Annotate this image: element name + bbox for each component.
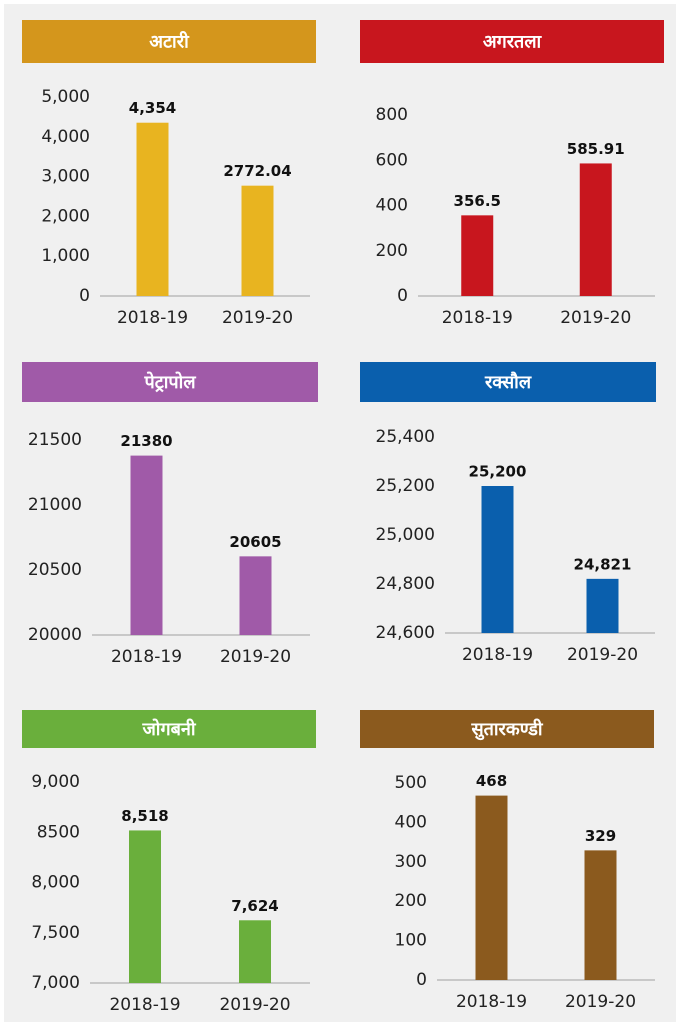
y-tick-label: 1,000 [41, 246, 90, 266]
x-tick-label: 2019-20 [567, 645, 638, 665]
header [22, 362, 318, 402]
chart-title: अटारी [149, 31, 190, 53]
x-tick-label: 2018-19 [117, 308, 188, 328]
bar [461, 215, 494, 296]
y-tick-label: 25,200 [376, 476, 435, 496]
y-tick-label: 500 [395, 773, 427, 793]
y-tick-label: 21500 [28, 430, 82, 450]
y-tick-label: 100 [395, 931, 427, 951]
data-label: 356.5 [454, 192, 501, 210]
data-label: 8,518 [121, 807, 168, 825]
data-label: 21380 [120, 432, 172, 450]
y-tick-label: 8,000 [31, 873, 80, 893]
data-label: 4,354 [129, 99, 176, 117]
data-label: 2772.04 [223, 162, 291, 180]
y-tick-label: 7,500 [31, 923, 80, 943]
header [22, 710, 316, 748]
chart-title: सुतारकण्डी [470, 718, 543, 741]
y-tick-label: 4,000 [41, 127, 90, 147]
data-label: 25,200 [469, 463, 527, 481]
x-tick-label: 2018-19 [462, 645, 533, 665]
data-label: 329 [585, 827, 616, 845]
header [360, 20, 664, 63]
x-tick-label: 2019-20 [560, 308, 631, 328]
y-tick-label: 0 [79, 286, 90, 306]
panel-background [4, 4, 676, 1022]
chart-title: रक्सौल [484, 371, 532, 393]
x-tick-label: 2019-20 [565, 992, 636, 1012]
bar [475, 795, 508, 980]
bar [130, 455, 163, 635]
chart-title: अगरतला [483, 32, 543, 53]
y-tick-label: 9,000 [31, 772, 80, 792]
x-tick-label: 2018-19 [442, 308, 513, 328]
bar [129, 830, 161, 983]
data-label: 7,624 [231, 897, 278, 915]
data-label: 585.91 [567, 140, 625, 158]
y-tick-label: 25,400 [376, 427, 435, 447]
y-tick-label: 24,800 [376, 574, 435, 594]
bar [136, 122, 169, 296]
bar [579, 163, 612, 296]
y-tick-label: 600 [376, 150, 408, 170]
y-tick-label: 20500 [28, 560, 82, 580]
y-tick-label: 200 [376, 241, 408, 261]
bar [481, 486, 514, 633]
bar [586, 578, 619, 633]
y-tick-label: 8500 [37, 822, 80, 842]
y-tick-label: 20000 [28, 625, 82, 645]
header [360, 362, 656, 402]
x-tick-label: 2019-20 [219, 995, 290, 1015]
header [360, 710, 654, 748]
data-label: 24,821 [574, 555, 632, 573]
bar [584, 850, 617, 980]
header [22, 20, 316, 63]
y-tick-label: 5,000 [41, 87, 90, 107]
y-tick-label: 3,000 [41, 167, 90, 187]
y-tick-label: 0 [397, 286, 408, 306]
y-tick-label: 7,000 [31, 973, 80, 993]
x-tick-label: 2019-20 [222, 308, 293, 328]
y-tick-label: 21000 [28, 495, 82, 515]
y-tick-label: 400 [395, 812, 427, 832]
y-tick-label: 2,000 [41, 206, 90, 226]
x-tick-label: 2019-20 [220, 647, 291, 667]
x-tick-label: 2018-19 [111, 647, 182, 667]
y-tick-label: 200 [395, 891, 427, 911]
y-tick-label: 300 [395, 852, 427, 872]
x-tick-label: 2018-19 [456, 992, 527, 1012]
bar [239, 920, 271, 983]
bar [239, 556, 272, 635]
bar [241, 185, 274, 296]
y-tick-label: 25,000 [376, 525, 435, 545]
y-tick-label: 0 [416, 970, 427, 990]
chart-title: जोगबनी [141, 718, 196, 740]
chart-title: पेट्रापोल [143, 371, 196, 393]
x-tick-label: 2018-19 [109, 995, 180, 1015]
y-tick-label: 400 [376, 196, 408, 216]
y-tick-label: 800 [376, 105, 408, 125]
y-tick-label: 24,600 [376, 623, 435, 643]
data-label: 468 [476, 772, 507, 790]
data-label: 20605 [229, 533, 281, 551]
